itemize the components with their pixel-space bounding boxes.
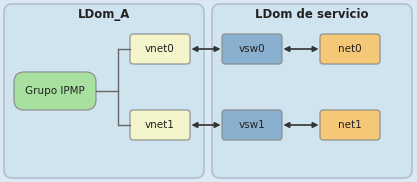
Text: LDom de servicio: LDom de servicio	[255, 8, 369, 21]
FancyBboxPatch shape	[320, 34, 380, 64]
FancyBboxPatch shape	[222, 110, 282, 140]
Text: LDom_A: LDom_A	[78, 8, 130, 21]
Text: Grupo IPMP: Grupo IPMP	[25, 86, 85, 96]
FancyBboxPatch shape	[4, 4, 204, 178]
FancyBboxPatch shape	[222, 34, 282, 64]
FancyBboxPatch shape	[130, 110, 190, 140]
Text: vsw1: vsw1	[239, 120, 265, 130]
Text: net1: net1	[338, 120, 362, 130]
Text: vsw0: vsw0	[239, 44, 265, 54]
FancyBboxPatch shape	[212, 4, 412, 178]
FancyBboxPatch shape	[320, 110, 380, 140]
Text: vnet1: vnet1	[145, 120, 175, 130]
Text: net0: net0	[338, 44, 362, 54]
FancyBboxPatch shape	[130, 34, 190, 64]
Text: vnet0: vnet0	[145, 44, 175, 54]
FancyBboxPatch shape	[14, 72, 96, 110]
